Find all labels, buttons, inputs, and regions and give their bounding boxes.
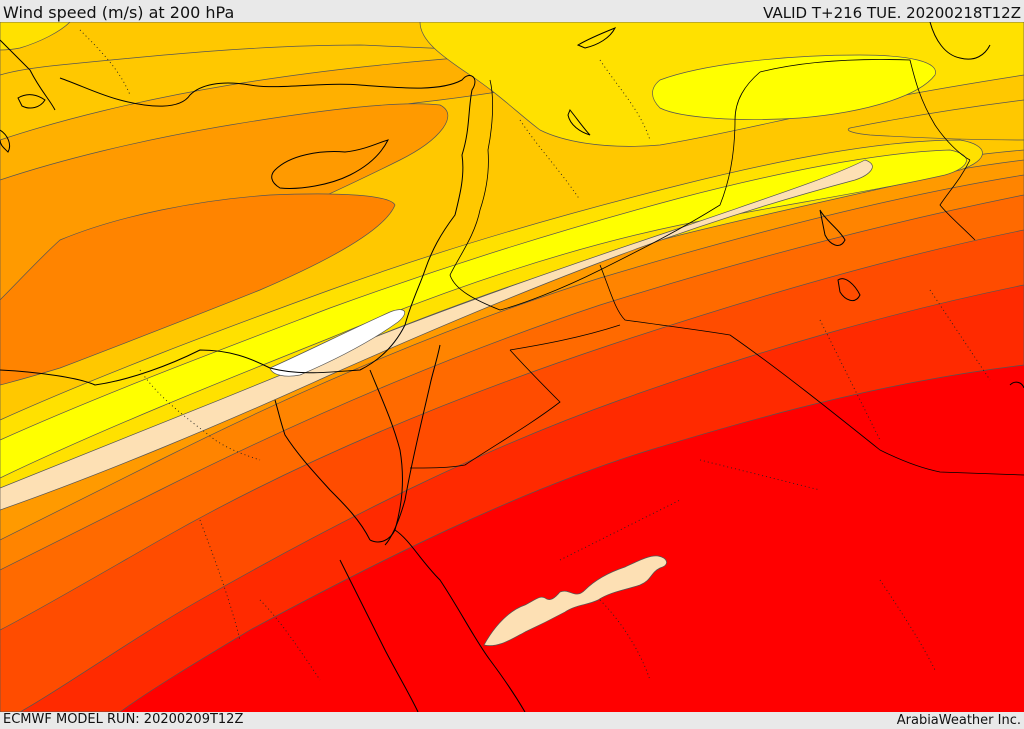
band-deep-orange-n [0,193,396,386]
map-canvas [0,22,1024,712]
model-run-label: ECMWF MODEL RUN: 20200209T12Z [3,712,244,727]
header-bar: Wind speed (m/s) at 200 hPa VALID T+216 … [0,0,1024,22]
band-bright-yellow-ne [652,54,936,120]
admin-boundaries [79,29,991,681]
band-peach-south [483,555,667,646]
band-bright-yellow [0,149,967,479]
band-jet-core [269,309,406,377]
valid-time-label: VALID T+216 TUE. 20200218T12Z [763,4,1021,22]
footer-bar: ECMWF MODEL RUN: 20200209T12Z ArabiaWeat… [0,712,1024,729]
credit-label: ArabiaWeather Inc. [896,713,1021,728]
coastlines [0,22,1024,712]
map-title: Wind speed (m/s) at 200 hPa [3,3,235,22]
band-amber-e [847,99,1024,141]
band-yellow-ne [0,22,71,51]
political-borders [409,59,1024,476]
wind-speed-map[interactable] [0,22,1024,712]
